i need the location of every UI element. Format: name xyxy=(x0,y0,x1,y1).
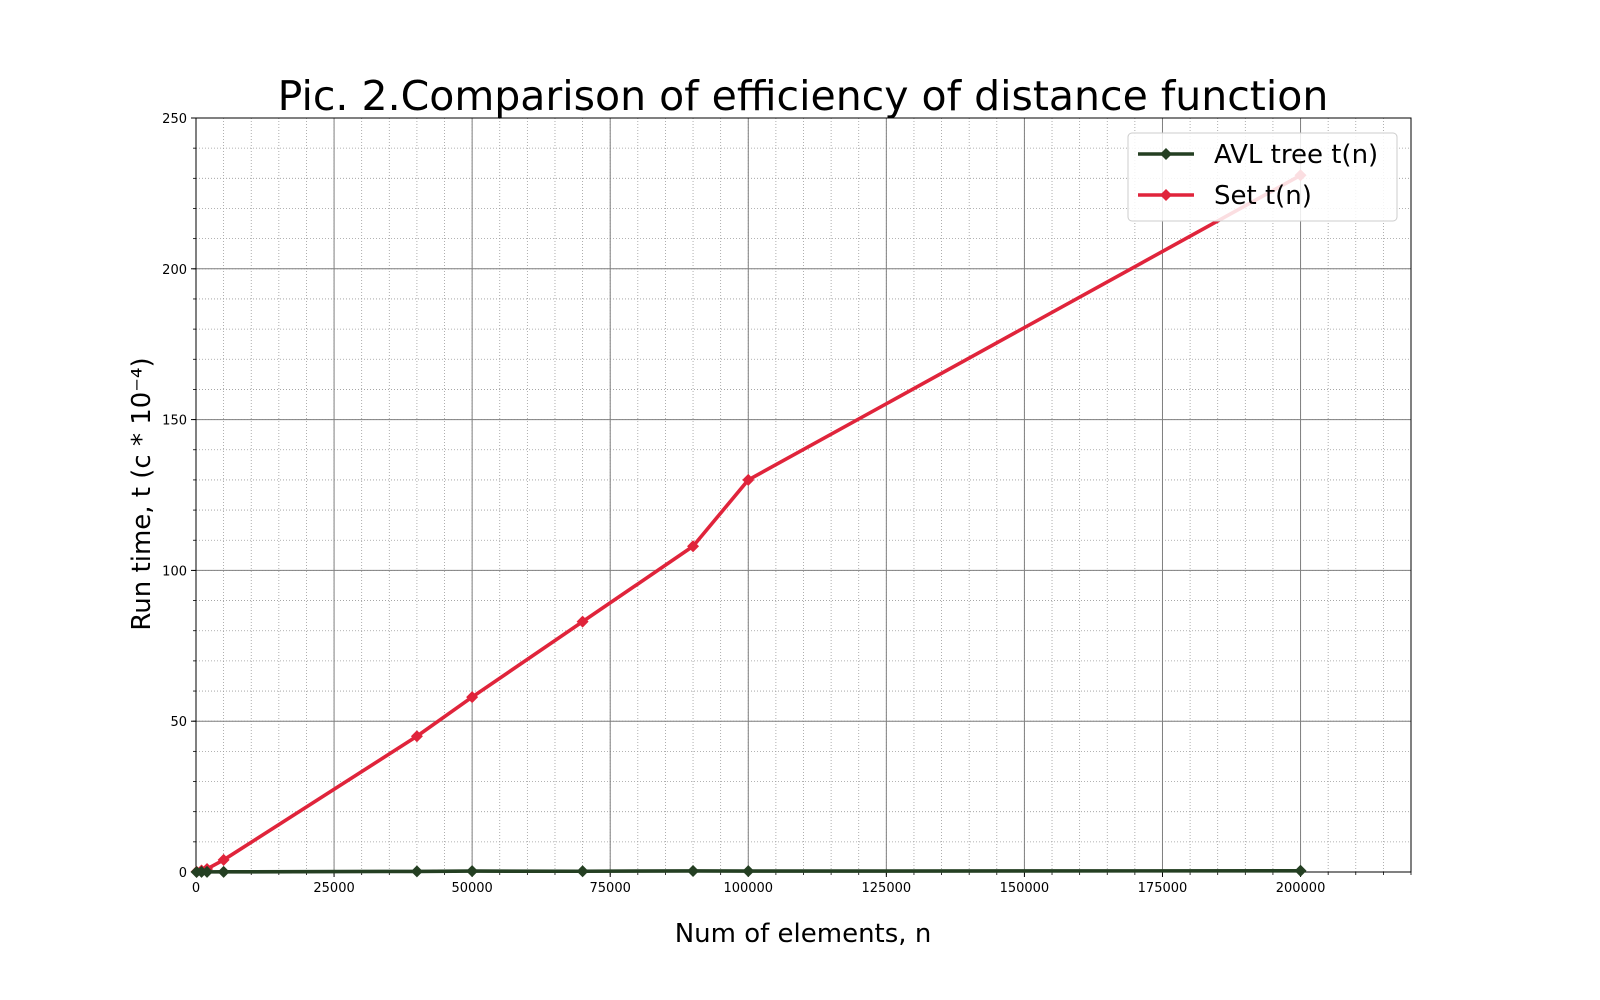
y-axis: 0 50 100 150 200 250 xyxy=(162,112,196,881)
x-tick-label: 200000 xyxy=(1276,881,1326,896)
x-tick-label: 25000 xyxy=(313,881,354,896)
y-tick-label: 50 xyxy=(170,715,187,730)
y-axis-label: Run time, t (c * 10⁻⁴) xyxy=(127,357,157,630)
series-avl-tree-t-n xyxy=(190,864,1307,878)
y-tick-label: 250 xyxy=(162,112,187,127)
x-tick-label: 50000 xyxy=(451,881,492,896)
data-point xyxy=(410,865,423,878)
y-tick-label: 0 xyxy=(179,866,187,881)
legend-marker xyxy=(1160,189,1172,201)
data-point xyxy=(466,691,479,704)
y-tick-label: 150 xyxy=(162,414,187,429)
data-point xyxy=(217,853,230,866)
x-tick-label: 100000 xyxy=(723,881,773,896)
data-point xyxy=(742,865,755,878)
legend-box xyxy=(1127,132,1398,222)
x-tick-label: 0 xyxy=(192,881,200,896)
data-point xyxy=(576,865,589,878)
data-point xyxy=(410,730,423,743)
data-point xyxy=(466,865,479,878)
x-axis-label: Num of elements, n xyxy=(675,919,932,949)
x-tick-label: 150000 xyxy=(1000,881,1050,896)
x-tick-label: 75000 xyxy=(590,881,631,896)
x-tick-label: 125000 xyxy=(862,881,912,896)
data-point xyxy=(217,865,230,878)
legend: AVL tree t(n) Set t(n) xyxy=(1127,132,1398,222)
data-point xyxy=(687,540,700,553)
x-tick-label: 175000 xyxy=(1138,881,1188,896)
data-point xyxy=(687,864,700,877)
y-tick-label: 100 xyxy=(162,564,187,579)
data-point xyxy=(742,473,755,486)
y-tick-label: 200 xyxy=(162,263,187,278)
chart-title: Pic. 2.Comparison of efficiency of dista… xyxy=(278,72,1329,120)
legend-label: Set t(n) xyxy=(1214,181,1312,211)
legend-label: AVL tree t(n) xyxy=(1214,140,1378,170)
legend-marker xyxy=(1160,148,1172,160)
data-point xyxy=(576,615,589,628)
x-axis: 0 25000 50000 75000 100000 125000 150000 175000… xyxy=(192,872,1412,896)
data-point xyxy=(201,865,214,878)
data-point xyxy=(1294,864,1307,877)
